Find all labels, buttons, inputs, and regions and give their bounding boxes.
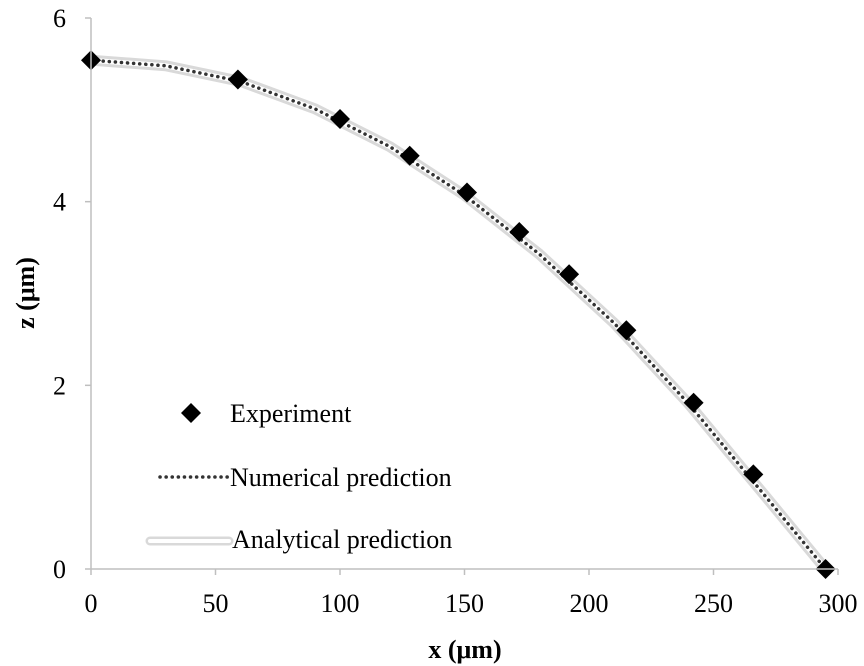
experiment-point xyxy=(399,145,420,166)
y-ticks: 0 2 4 6 xyxy=(53,4,91,584)
analytical-prediction-line-outer xyxy=(85,54,831,575)
legend-diamond-marker xyxy=(181,403,201,423)
analytical-prediction-line-inner xyxy=(88,57,828,572)
y-tick-label: 6 xyxy=(53,4,66,33)
legend-label-numerical: Numerical prediction xyxy=(230,463,452,492)
y-tick-label: 2 xyxy=(53,371,66,400)
x-tick-label: 300 xyxy=(819,589,858,618)
legend-label-analytical: Analytical prediction xyxy=(232,525,452,554)
x-tick-label: 100 xyxy=(321,589,360,618)
experiment-point xyxy=(330,109,350,130)
x-tick-label: 0 xyxy=(85,589,98,618)
y-tick-label: 4 xyxy=(53,188,66,217)
x-axis-title: x (μm) xyxy=(428,635,501,664)
legend-item-numerical: Numerical prediction xyxy=(158,463,452,492)
x-ticks: 0 50 100 150 200 250 300 xyxy=(85,569,858,618)
x-tick-label: 200 xyxy=(570,589,609,618)
legend-item-analytical: Analytical prediction xyxy=(145,525,452,554)
legend: Experiment Numerical prediction Analytic… xyxy=(145,399,452,554)
x-tick-label: 50 xyxy=(203,589,229,618)
experiment-point xyxy=(559,264,580,285)
plot-area xyxy=(81,50,836,579)
experiment-point xyxy=(683,392,704,413)
experiment-point xyxy=(456,182,477,203)
y-tick-label: 0 xyxy=(53,555,66,584)
y-axis-title: z (μm) xyxy=(11,257,40,329)
legend-item-experiment: Experiment xyxy=(181,399,352,428)
axes xyxy=(90,18,838,570)
experiment-point xyxy=(616,320,637,341)
x-tick-label: 250 xyxy=(694,589,733,618)
experiment-point xyxy=(743,464,764,485)
legend-label-experiment: Experiment xyxy=(230,399,352,428)
experiment-point xyxy=(227,69,248,90)
numerical-prediction-line xyxy=(89,58,828,571)
x-tick-label: 150 xyxy=(445,589,484,618)
experiment-point xyxy=(509,221,530,242)
